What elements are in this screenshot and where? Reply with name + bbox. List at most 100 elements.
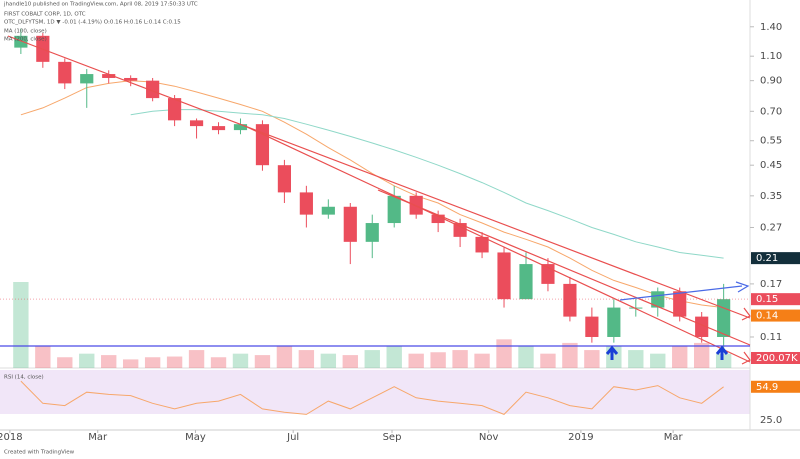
rsi-band: [0, 370, 750, 414]
publisher: jhandle10 published on TradingView.com, …: [3, 2, 198, 8]
volume-bar: [518, 346, 534, 368]
badge-label: 0.14: [756, 311, 778, 322]
volume-bar: [342, 355, 358, 368]
ma-label: MA (200, close): [4, 37, 47, 43]
candle-body: [409, 195, 423, 215]
volume-bar: [254, 355, 271, 368]
candle-body: [585, 316, 599, 337]
y-tick-label: 0.45: [760, 160, 782, 171]
candle-body: [102, 74, 116, 78]
volume-bar: [715, 353, 732, 368]
badge-label: 0.21: [756, 253, 778, 264]
up-arrow: [715, 345, 729, 360]
candle-body: [453, 223, 467, 237]
arrow-head: [741, 351, 751, 365]
volume-bar: [298, 350, 315, 368]
volume-bar: [650, 353, 666, 368]
volume-bar: [166, 356, 183, 368]
candle-body: [497, 252, 511, 300]
volume-bar: [672, 346, 688, 368]
volume-bar: [35, 346, 51, 368]
footer: Created with TradingView: [4, 450, 75, 456]
price-badge: [751, 252, 800, 265]
candle-body: [475, 236, 489, 253]
plot: 1.40 1.10 0.90 0.70 0.55 0.45 0.35 0.27 0.17 0.11…: [0, 22, 800, 443]
candle-body: [431, 214, 445, 224]
y-tick-label: 1.10: [760, 51, 782, 62]
volume-bar: [584, 350, 600, 368]
moving-average: [20, 80, 724, 309]
candle-body: [14, 35, 28, 48]
volume-bar: [364, 350, 380, 368]
volume-bar: [232, 353, 249, 368]
price-badge: [751, 380, 800, 393]
candle-body: [365, 223, 379, 242]
candle-body: [124, 77, 138, 81]
price-badge: [751, 352, 800, 364]
arrow-head: [735, 281, 750, 293]
volume-bar: [474, 353, 490, 368]
rsi-label: RSI (14, close): [4, 375, 44, 381]
candle-body: [168, 98, 182, 121]
volume-bar: [562, 342, 578, 368]
y-tick-label: 0.35: [760, 191, 782, 202]
volume-bar: [693, 342, 710, 368]
volume-bar: [13, 282, 29, 368]
x-tick-label: Jul: [286, 432, 299, 443]
symbol: FIRST COBALT CORP, 1D, OTC: [4, 12, 86, 18]
badge-label: 54.9: [756, 382, 778, 393]
volume-bar: [320, 353, 337, 368]
candle-body: [695, 316, 709, 337]
candle-body: [387, 195, 401, 224]
candle-body: [321, 206, 335, 215]
candle-body: [80, 74, 94, 84]
x-tick-label: May: [185, 432, 206, 443]
arrow-head: [741, 307, 751, 321]
trendline: [244, 125, 751, 363]
volume-bar: [628, 350, 644, 368]
volume-bar: [386, 346, 402, 368]
rsi-line: [20, 380, 724, 415]
volume-bar: [188, 350, 205, 368]
x-tick-label: Sep: [383, 432, 402, 443]
candle-body: [277, 165, 291, 193]
candle-body: [563, 283, 577, 317]
volume-bar: [57, 357, 73, 368]
volume-bar: [79, 353, 95, 368]
volume-bar: [276, 346, 293, 368]
candle-body: [146, 80, 160, 99]
badge-label: 200.07K: [756, 353, 798, 364]
volume-bar: [540, 353, 556, 368]
x-tick-label: 2018: [0, 432, 23, 443]
volume-bar: [430, 352, 446, 368]
volume-bar: [101, 355, 117, 368]
y-tick-label: 0.55: [760, 136, 782, 147]
badge-label: 0.15: [756, 294, 778, 305]
channel-line: [619, 285, 743, 301]
price-badge: [751, 309, 800, 322]
y-tick-label: 25.0: [760, 415, 782, 426]
ma-label: MA (100, close): [4, 29, 47, 35]
up-arrow: [605, 345, 619, 360]
trendline: [377, 189, 751, 346]
candle-body: [58, 61, 72, 84]
candle-body: [673, 291, 687, 317]
candle-body: [717, 299, 731, 337]
y-tick-label: 0.17: [760, 279, 782, 290]
moving-average: [130, 109, 724, 259]
x-tick-label: Nov: [479, 432, 499, 443]
candle-body: [343, 206, 357, 242]
x-tick-label: Mar: [664, 432, 684, 443]
trendline: [7, 35, 751, 319]
y-tick-label: 0.90: [760, 76, 782, 87]
quote: OTC_DLFYTSM, 1D ▼ -0.01 (-4.19%) O:0.16 …: [4, 20, 181, 26]
x-tick-label: 2019: [568, 432, 593, 443]
y-tick-label: 1.40: [760, 22, 782, 33]
y-tick-label: 0.70: [760, 106, 782, 117]
candle-body: [233, 124, 248, 131]
price-badge: [751, 293, 800, 306]
y-tick-label: 0.27: [760, 222, 782, 233]
candle-body: [607, 307, 621, 337]
candle-body: [299, 192, 313, 215]
